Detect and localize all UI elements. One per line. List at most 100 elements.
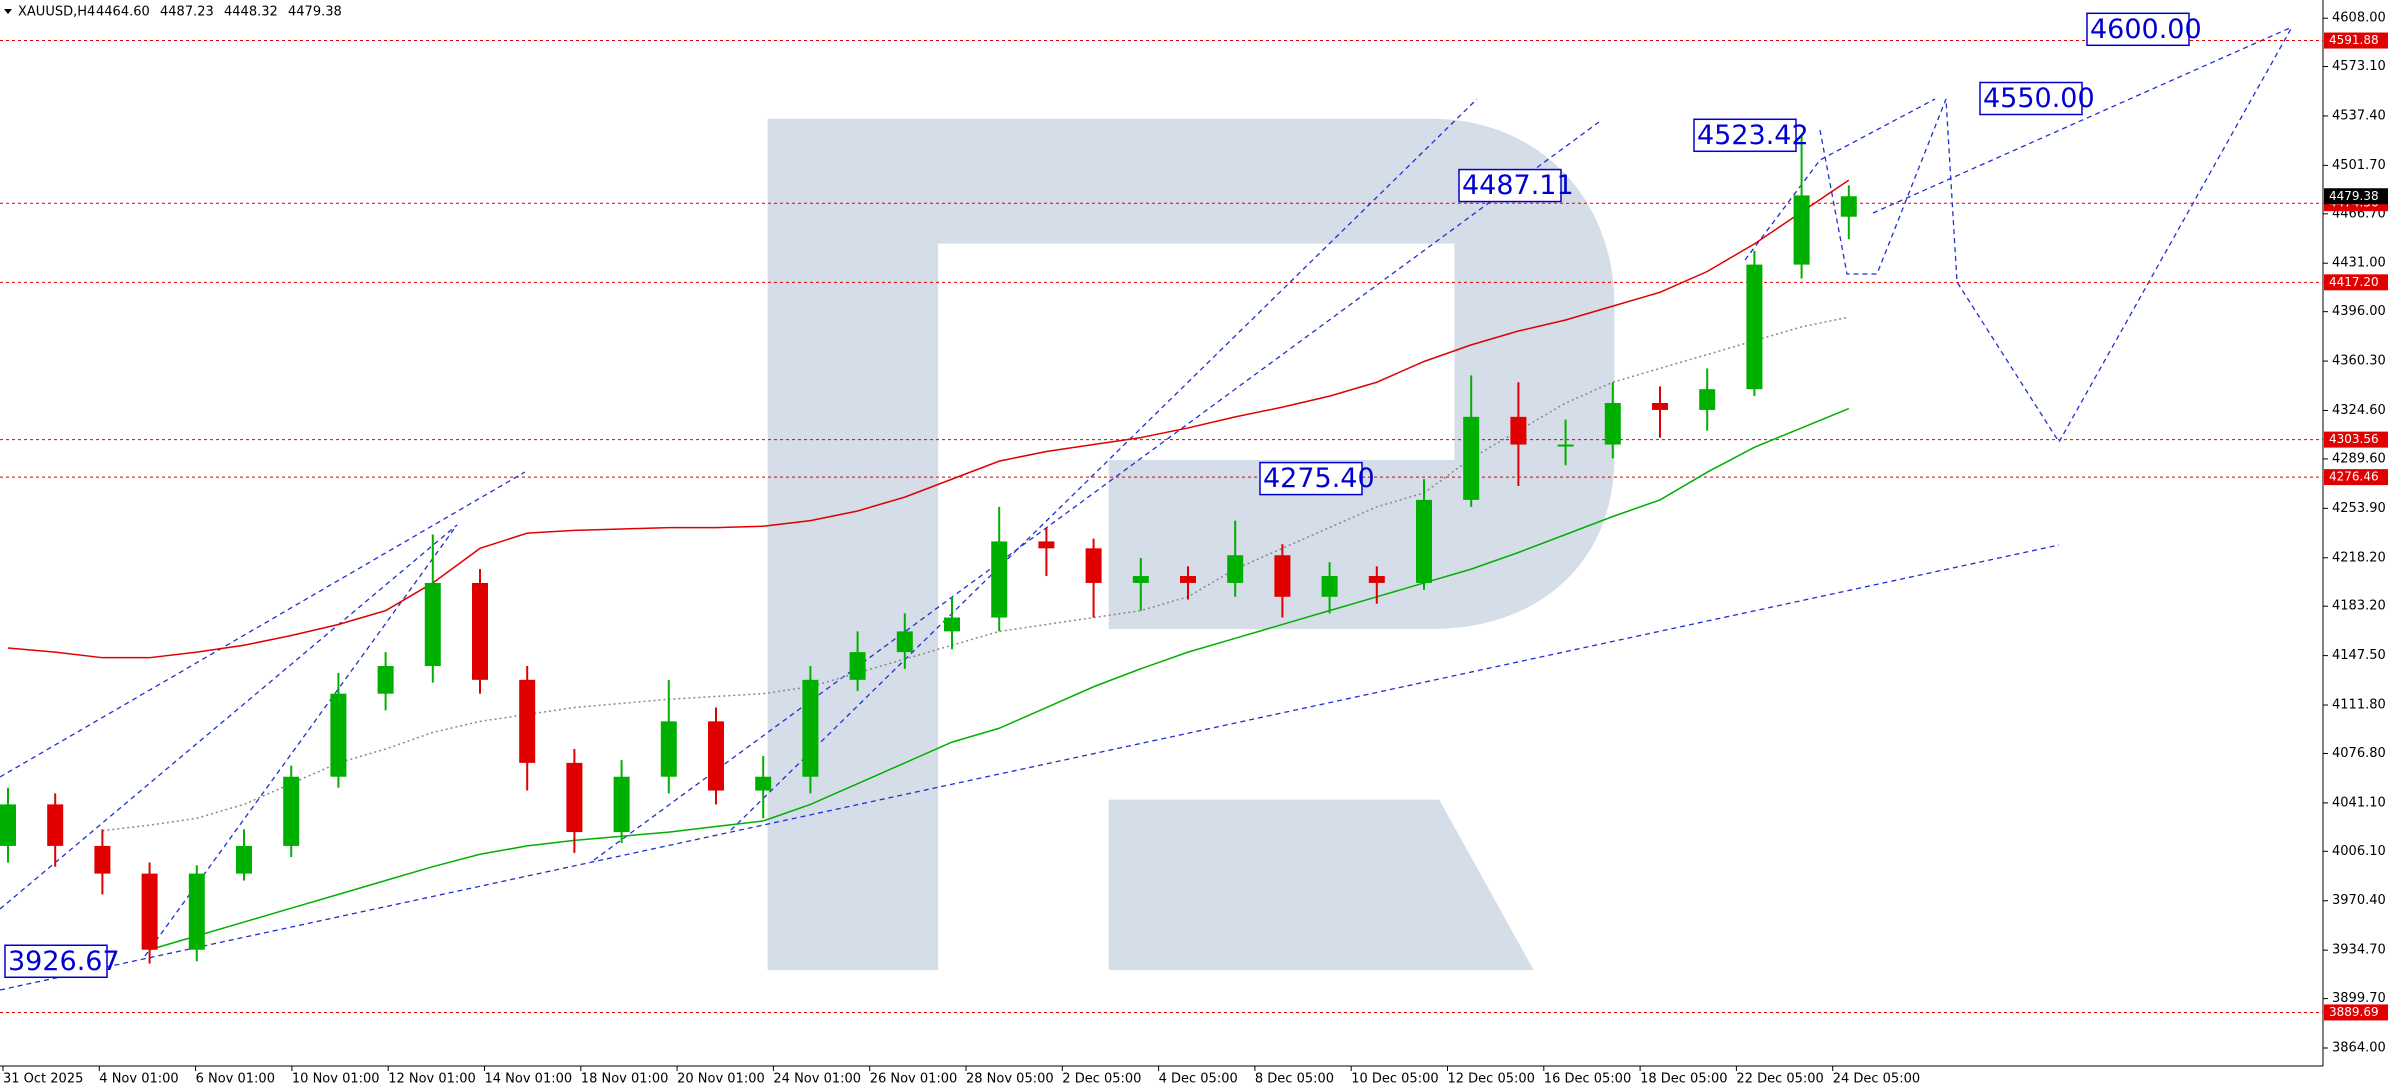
annotation-box [1458,168,1562,203]
y-tick-label: 4253.90 [2332,501,2386,516]
annotation: 4275.40 [1263,463,1375,494]
candle-body [519,679,536,763]
candle-body [566,762,583,833]
annotation: 4600.00 [2090,14,2202,45]
candle-body [1227,555,1244,583]
candle-body [236,845,252,874]
x-tick-label: 2 Dec 05:00 [1062,1072,1141,1087]
x-tick-label: 26 Nov 01:00 [870,1072,958,1087]
candle-body [755,776,772,791]
x-tick-label: 12 Nov 01:00 [388,1072,476,1087]
level-label: 3889.69 [2329,1005,2379,1019]
price-box [2324,188,2388,205]
annotation: 4550.00 [1983,83,2095,114]
y-tick-label: 4324.60 [2332,403,2386,418]
candle-body [472,582,488,680]
x-tick-label: 14 Nov 01:00 [485,1072,573,1087]
menu-arrow[interactable] [4,9,12,14]
x-tick-label: 31 Oct 2025 [3,1072,83,1087]
x-tick-label: 12 Dec 05:00 [1448,1072,1535,1087]
x-tick-label: 22 Dec 05:00 [1736,1072,1823,1087]
candle-body [896,631,913,653]
quote-close: 4479.38 [288,5,342,20]
candle-body [1510,416,1527,445]
y-tick-label: 4006.10 [2332,844,2386,859]
y-tick-label: 4183.20 [2332,599,2386,614]
annotation-box [1259,461,1363,496]
y-tick-label: 4147.50 [2332,648,2386,663]
y-tick-label: 3864.00 [2332,1041,2386,1056]
candle-body [1652,403,1668,410]
candle-body [944,617,960,632]
level-box [2324,431,2388,448]
y-tick-label: 4501.70 [2332,158,2386,173]
y-tick-label: 4360.30 [2332,354,2386,369]
candle-body [283,776,300,846]
annotation-box [1693,118,1797,153]
y-tick-label: 4041.10 [2332,795,2386,810]
annotation-box [2086,12,2190,47]
annotation: 4523.42 [1697,120,1809,151]
candle-body [1085,548,1102,583]
candle-body [1604,403,1621,445]
x-tick-label: 28 Nov 05:00 [966,1072,1054,1087]
trend-lines [0,26,2293,991]
x-tick-label: 8 Dec 05:00 [1255,1072,1334,1087]
moving-average [149,407,1850,951]
x-tick-label: 10 Nov 01:00 [292,1072,380,1087]
y-tick-label: 4218.20 [2332,550,2386,565]
candle-body [991,541,1008,618]
candle-body [94,845,111,874]
candle-body [1699,389,1716,410]
annotation-box [1979,81,2083,116]
level-label: 4303.56 [2329,432,2379,446]
x-tick-label: 18 Dec 05:00 [1640,1072,1727,1087]
x-tick-label: 24 Dec 05:00 [1833,1072,1920,1087]
y-tick-label: 3970.40 [2332,893,2386,908]
candle-body [1416,499,1432,583]
level-label: 4417.20 [2329,275,2379,289]
annotation: 3926.67 [8,946,120,977]
candle-body [424,582,441,666]
candle-body [849,652,866,680]
candle-body [1132,576,1149,583]
y-tick-label: 3934.70 [2332,943,2386,958]
price-label: 4479.38 [2329,189,2379,203]
candle-body [330,693,347,777]
x-tick-label: 20 Nov 01:00 [677,1072,765,1087]
x-tick-label: 4 Dec 05:00 [1159,1072,1238,1087]
y-tick-label: 4076.80 [2332,746,2386,761]
annotation-box [4,944,108,979]
candle-body [613,776,630,833]
x-tick-label: 18 Nov 01:00 [581,1072,669,1087]
y-tick-label: 4396.00 [2332,304,2386,319]
level-label: 4276.46 [2329,470,2379,484]
x-tick-label: 6 Nov 01:00 [196,1072,275,1087]
y-tick-label: 3899.70 [2332,991,2386,1006]
y-tick-label: 4111.80 [2332,698,2386,713]
candle-body [1840,196,1857,217]
level-label: 4591.88 [2329,33,2379,47]
candle-body [708,721,724,791]
level-box [2324,1004,2388,1021]
y-tick-label: 4537.40 [2332,108,2386,123]
y-tick-label: 4608.00 [2332,11,2386,26]
moving-average [7,179,1850,659]
candle-body [1180,576,1196,583]
quote-high: 4487.23 [160,5,214,20]
symbol: XAUUSD,H4 [18,5,95,20]
candle-body [1368,576,1385,583]
moving-average [102,316,1849,832]
candle-body [1274,555,1291,597]
candle-body [1321,576,1338,597]
candle-body [1463,416,1480,500]
candle-body [47,804,64,846]
candle-body [188,873,205,950]
level-box [2324,274,2388,291]
candle-body [377,665,394,694]
x-tick-label: 4 Nov 01:00 [99,1072,178,1087]
level-box [2324,32,2388,49]
candle-body [1038,541,1055,549]
candle-body [660,721,677,777]
